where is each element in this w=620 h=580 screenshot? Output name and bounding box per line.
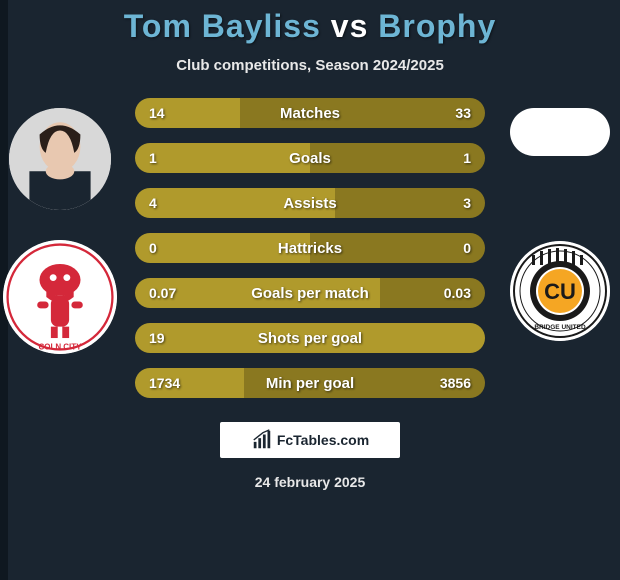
svg-text:COLN CITY: COLN CITY — [39, 342, 83, 351]
branding-box: FcTables.com — [220, 422, 400, 458]
stat-label: Goals per match — [251, 285, 369, 302]
branding-label: FcTables.com — [277, 432, 369, 448]
stat-right-value: 1 — [463, 150, 471, 166]
right-avatar-column: CU BRIDGE UNITED — [500, 108, 620, 341]
stat-right-value: 33 — [455, 105, 471, 121]
stat-left-value: 1 — [149, 150, 157, 166]
stat-left-value: 0.07 — [149, 285, 176, 301]
club2-logo-text: CU — [544, 279, 576, 304]
stat-label: Min per goal — [266, 375, 354, 392]
stat-right-value: 0.03 — [444, 285, 471, 301]
stat-label: Shots per goal — [258, 330, 362, 347]
stat-left-value: 1734 — [149, 375, 180, 391]
chart-icon — [251, 429, 273, 451]
stat-row: 19 Shots per goal — [135, 323, 485, 353]
club1-logo: COLN CITY — [3, 240, 117, 354]
stat-right-value: 3 — [463, 195, 471, 211]
stat-left-value: 19 — [149, 330, 165, 346]
stat-label: Hattricks — [278, 240, 342, 257]
comparison-body: COLN CITY CU BRIDGE UNITED 14Matches331G… — [0, 98, 620, 398]
stat-row: 0 Hattricks 0 — [135, 233, 485, 263]
stat-row: 1 Goals 1 — [135, 143, 485, 173]
stat-label: Goals — [289, 150, 331, 167]
stat-left-value: 4 — [149, 195, 157, 211]
stat-left-value: 0 — [149, 240, 157, 256]
club2-logo: CU BRIDGE UNITED — [510, 241, 610, 341]
player1-name: Tom Bayliss — [124, 8, 321, 44]
stat-right-value: 0 — [463, 240, 471, 256]
stat-label: Assists — [283, 195, 336, 212]
stats-bars: 14Matches331Goals14Assists30Hattricks00.… — [135, 98, 485, 398]
stat-row: 0.07 Goals per match 0.03 — [135, 278, 485, 308]
stat-row: 14 Matches 33 — [135, 98, 485, 128]
stat-row: 4 Assists 3 — [135, 188, 485, 218]
player1-avatar — [9, 108, 111, 210]
stat-left-value: 14 — [149, 105, 165, 121]
comparison-title: Tom Bayliss vs Brophy — [0, 0, 620, 45]
date-label: 24 february 2025 — [0, 474, 620, 490]
stat-label: Matches — [280, 105, 340, 122]
player2-avatar — [510, 108, 610, 156]
player2-name: Brophy — [378, 8, 496, 44]
subtitle: Club competitions, Season 2024/2025 — [0, 57, 620, 74]
stat-row: 1734 Min per goal 3856 — [135, 368, 485, 398]
vs-label: vs — [331, 8, 369, 44]
left-avatar-column: COLN CITY — [0, 108, 120, 354]
svg-text:BRIDGE UNITED: BRIDGE UNITED — [534, 324, 586, 331]
stat-right-value: 3856 — [440, 375, 471, 391]
